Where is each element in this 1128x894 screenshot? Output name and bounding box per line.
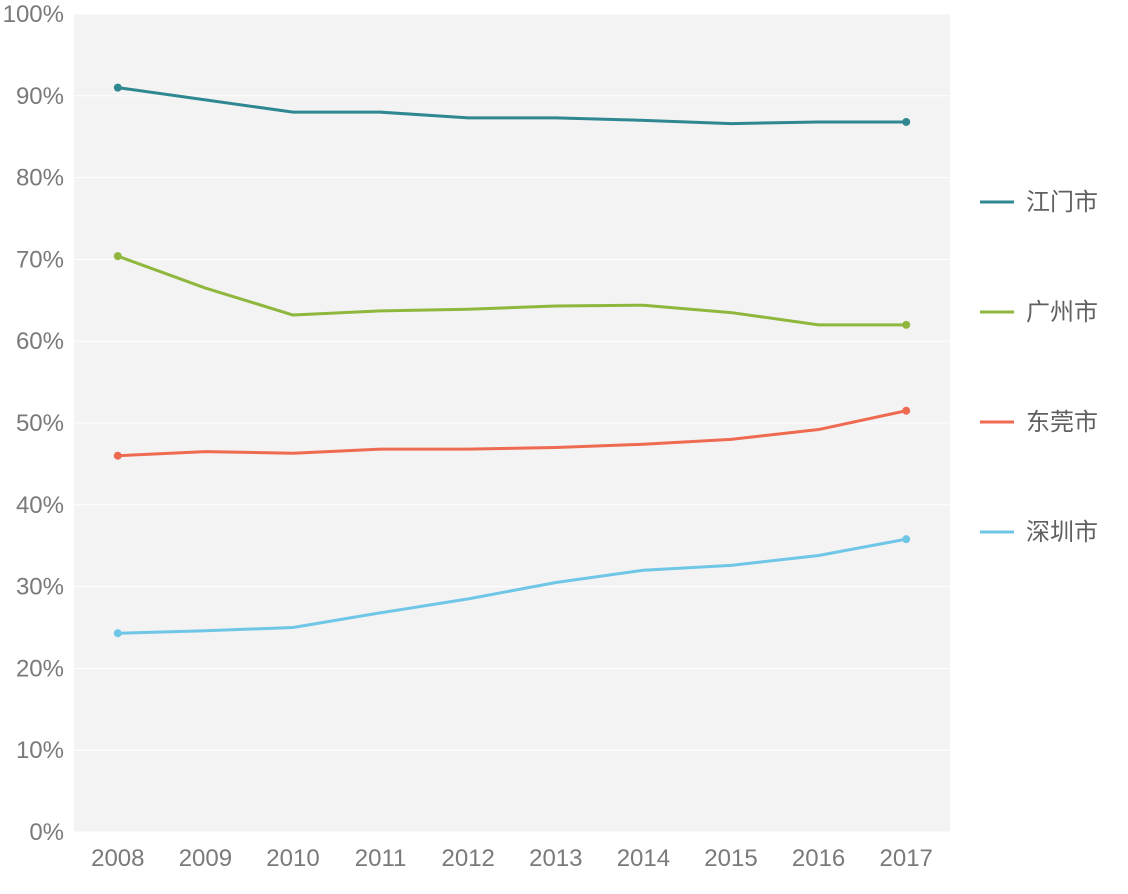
legend-label: 东莞市: [1026, 409, 1098, 436]
y-tick-label: 90%: [16, 83, 64, 110]
series-marker: [902, 407, 910, 415]
series-marker: [114, 452, 122, 460]
legend-label: 江门市: [1026, 189, 1098, 216]
series-marker: [114, 84, 122, 92]
x-tick-label: 2011: [355, 845, 407, 872]
series-marker: [902, 535, 910, 543]
y-tick-label: 50%: [16, 410, 64, 437]
x-tick-label: 2012: [442, 845, 495, 872]
line-chart: 0% 10% 20% 30% 40% 50% 60% 70% 80% 90% 100% 2008 200…: [0, 0, 1128, 894]
legend-label: 广州市: [1026, 299, 1098, 326]
y-tick-label: 80%: [16, 165, 64, 192]
y-tick-label: 30%: [16, 574, 64, 601]
x-tick-label: 2017: [880, 845, 933, 872]
x-tick-label: 2010: [266, 845, 319, 872]
x-tick-label: 2009: [179, 845, 232, 872]
legend-label: 深圳市: [1026, 519, 1098, 546]
x-tick-label: 2016: [792, 845, 845, 872]
series-marker: [902, 118, 910, 126]
y-tick-label: 0%: [29, 819, 64, 846]
x-tick-label: 2015: [704, 845, 757, 872]
y-tick-label: 10%: [16, 737, 64, 764]
y-tick-label: 40%: [16, 492, 64, 519]
series-marker: [114, 629, 122, 637]
x-tick-label: 2008: [91, 845, 144, 872]
y-tick-label: 70%: [16, 246, 64, 273]
y-tick-label: 20%: [16, 655, 64, 682]
x-tick-label: 2013: [529, 845, 582, 872]
series-marker: [114, 252, 122, 260]
y-tick-label: 100%: [3, 1, 64, 28]
series-marker: [902, 321, 910, 329]
x-tick-label: 2014: [617, 845, 670, 872]
chart-svg: 0% 10% 20% 30% 40% 50% 60% 70% 80% 90% 100% 2008 200…: [0, 0, 1128, 894]
y-tick-label: 60%: [16, 328, 64, 355]
